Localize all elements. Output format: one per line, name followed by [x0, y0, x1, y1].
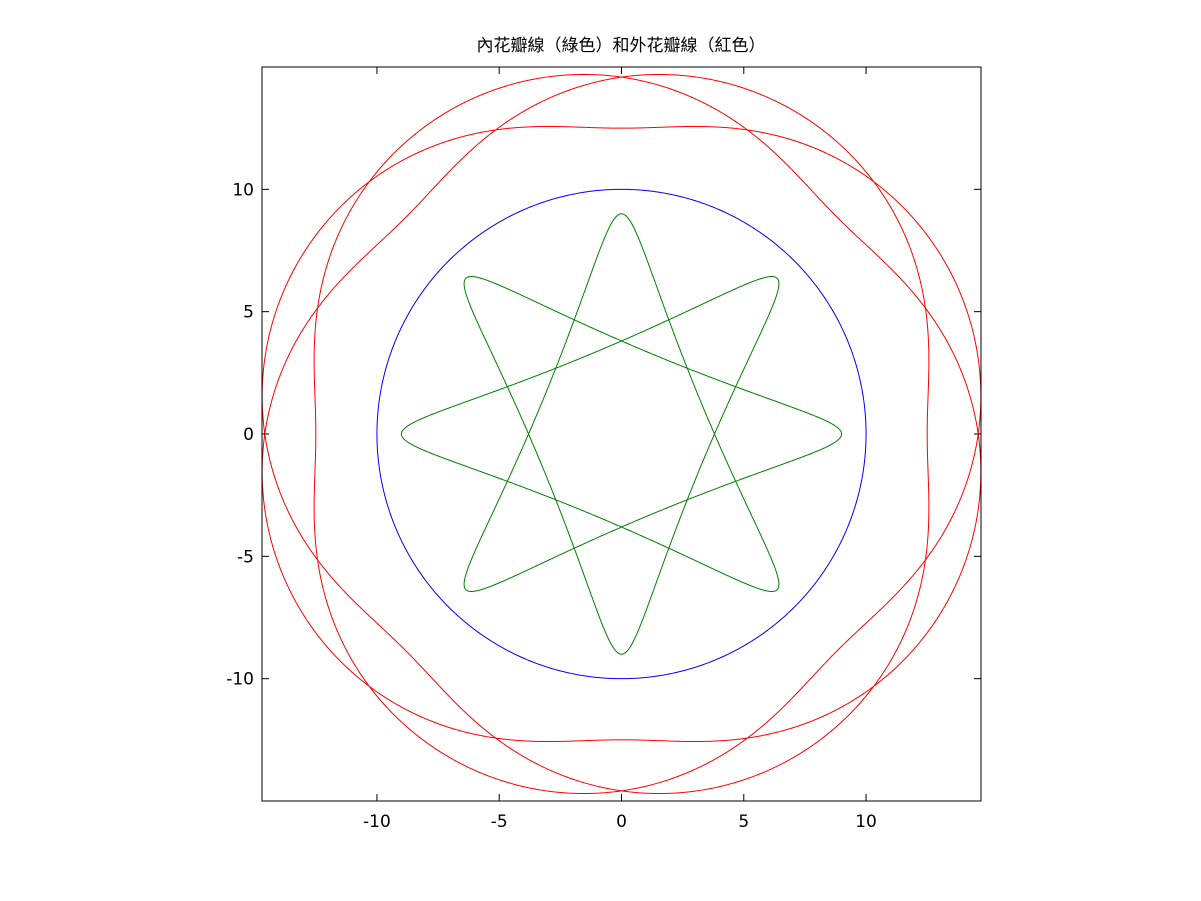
- x-tick-label-2: 0: [616, 812, 627, 832]
- series-hypotrochoid-1: [400, 213, 843, 655]
- y-tick-label-2: 0: [243, 425, 254, 445]
- series-circle-0: [376, 188, 867, 680]
- x-tick-label-3: 5: [738, 812, 749, 832]
- x-tick-label-4: 10: [855, 812, 877, 832]
- ticks-layer: -10 -5 0 5 10 10 5 0 -5 -10: [226, 67, 981, 832]
- y-tick-label-4: -10: [226, 670, 254, 690]
- x-tick-label-0: -10: [363, 812, 391, 832]
- plot-area: [262, 73, 981, 795]
- series-layer: [262, 73, 981, 795]
- y-tick-label-3: -5: [237, 547, 254, 567]
- series-epitrochoid-2: [262, 73, 981, 795]
- y-tick-label-0: 10: [232, 180, 254, 200]
- x-tick-label-1: -5: [491, 812, 508, 832]
- y-tick-label-1: 5: [243, 303, 254, 323]
- chart-title: 內花瓣線（綠色）和外花瓣線（紅色）: [477, 36, 766, 56]
